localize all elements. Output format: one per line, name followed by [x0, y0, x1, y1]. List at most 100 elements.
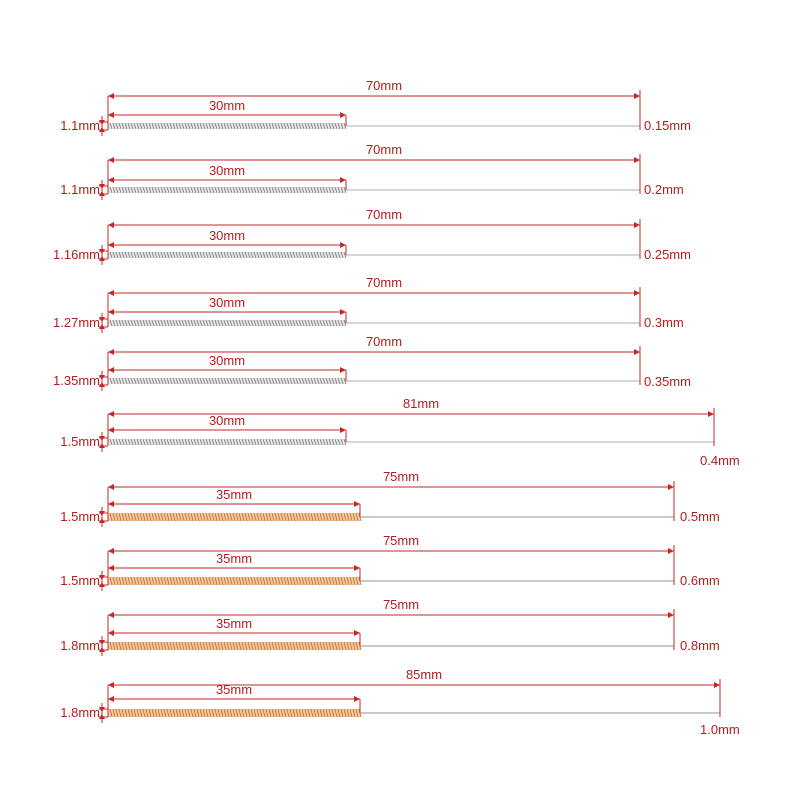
handle-diameter-label: 1.27mm	[53, 315, 100, 330]
arrowhead	[108, 349, 114, 355]
total-length-label: 70mm	[366, 78, 402, 93]
total-length-label: 70mm	[366, 275, 402, 290]
coil-handle	[108, 187, 346, 193]
arrowhead	[354, 696, 360, 702]
needle-shaft	[360, 516, 674, 518]
needle-row: 75mm 35mm 1.5mm 0.6mm	[60, 533, 720, 591]
handle-diameter-label: 1.8mm	[60, 638, 100, 653]
arrowhead	[668, 484, 674, 490]
handle-length-label: 35mm	[216, 616, 252, 631]
coil-windings	[109, 438, 347, 446]
arrowhead	[354, 630, 360, 636]
arrowhead	[714, 682, 720, 688]
needle-row: 70mm 30mm 1.16mm 0.25mm	[53, 207, 691, 265]
arrowhead	[108, 484, 114, 490]
needle-row: 75mm 35mm 1.5mm 0.5mm	[60, 469, 720, 527]
total-length-label: 81mm	[403, 396, 439, 411]
coil-windings	[109, 319, 347, 327]
arrowhead	[108, 157, 114, 163]
arrowhead	[108, 696, 114, 702]
arrowhead	[108, 222, 114, 228]
handle-diameter-label: 1.5mm	[60, 509, 100, 524]
coil-windings	[109, 377, 347, 385]
total-length-label: 75mm	[383, 533, 419, 548]
needle-row: 70mm 30mm 1.35mm 0.35mm	[53, 334, 691, 391]
handle-diameter-label: 1.1mm	[60, 118, 100, 133]
arrowhead	[108, 548, 114, 554]
arrowhead	[340, 177, 346, 183]
arrowhead	[108, 177, 114, 183]
handle-diameter-label: 1.35mm	[53, 373, 100, 388]
handle-length-label: 35mm	[216, 682, 252, 697]
arrowhead	[634, 157, 640, 163]
handle-diameter-label: 1.1mm	[60, 182, 100, 197]
arrowhead	[340, 427, 346, 433]
needle-row: 81mm 30mm 1.5mm 0.4mm	[60, 396, 739, 468]
arrowhead	[668, 548, 674, 554]
arrowhead	[340, 367, 346, 373]
arrowhead	[108, 290, 114, 296]
coil-windings	[109, 122, 347, 130]
coil-handle	[108, 439, 346, 445]
arrowhead	[108, 242, 114, 248]
needle-row: 85mm 35mm 1.8mm 1.0mm	[60, 667, 739, 737]
needle-row: 70mm 30mm 1.1mm 0.15mm	[60, 78, 691, 136]
handle-length-label: 30mm	[209, 98, 245, 113]
arrowhead	[668, 612, 674, 618]
handle-length-label: 30mm	[209, 163, 245, 178]
arrowhead	[108, 501, 114, 507]
total-length-label: 70mm	[366, 334, 402, 349]
coil-windings	[109, 641, 362, 651]
needle-diameter-label: 0.25mm	[644, 247, 691, 262]
needle-shaft	[360, 712, 720, 714]
arrowhead	[634, 222, 640, 228]
arrowhead	[108, 367, 114, 373]
handle-length-label: 35mm	[216, 551, 252, 566]
coil-windings	[109, 186, 347, 194]
handle-length-label: 30mm	[209, 413, 245, 428]
coil-windings	[109, 512, 362, 522]
needle-row: 70mm 30mm 1.1mm 0.2mm	[60, 142, 684, 200]
needle-shaft	[346, 125, 640, 127]
handle-length-label: 35mm	[216, 487, 252, 502]
arrowhead	[634, 290, 640, 296]
needle-shaft	[360, 645, 674, 647]
arrowhead	[108, 682, 114, 688]
needle-diameter-label: 0.4mm	[700, 453, 740, 468]
handle-length-label: 30mm	[209, 295, 245, 310]
needle-shaft	[346, 189, 640, 191]
coil-handle	[108, 123, 346, 129]
needle-diameter-label: 0.35mm	[644, 374, 691, 389]
arrowhead	[634, 349, 640, 355]
needle-shaft	[346, 322, 640, 324]
needle-diameter-label: 1.0mm	[700, 722, 740, 737]
needle-diameter-label: 0.5mm	[680, 509, 720, 524]
arrowhead	[340, 242, 346, 248]
needle-row: 70mm 30mm 1.27mm 0.3mm	[53, 275, 684, 333]
needle-diameter-label: 0.2mm	[644, 182, 684, 197]
handle-diameter-label: 1.5mm	[60, 573, 100, 588]
arrowhead	[108, 427, 114, 433]
needle-shaft	[346, 441, 714, 443]
arrowhead	[708, 411, 714, 417]
arrowhead	[108, 565, 114, 571]
arrowhead	[354, 565, 360, 571]
arrowhead	[108, 612, 114, 618]
arrowhead	[108, 309, 114, 315]
needle-row: 75mm 35mm 1.8mm 0.8mm	[60, 597, 720, 656]
total-length-label: 70mm	[366, 207, 402, 222]
arrowhead	[108, 93, 114, 99]
needle-shaft	[346, 380, 640, 382]
handle-length-label: 30mm	[209, 228, 245, 243]
arrowhead	[340, 309, 346, 315]
handle-diameter-label: 1.5mm	[60, 434, 100, 449]
needle-diameter-label: 0.3mm	[644, 315, 684, 330]
coil-handle	[108, 320, 346, 326]
needle-shaft	[346, 254, 640, 256]
needle-diameter-label: 0.15mm	[644, 118, 691, 133]
arrowhead	[108, 112, 114, 118]
arrowhead	[340, 112, 346, 118]
total-length-label: 75mm	[383, 597, 419, 612]
total-length-label: 85mm	[406, 667, 442, 682]
needle-diameter-label: 0.6mm	[680, 573, 720, 588]
